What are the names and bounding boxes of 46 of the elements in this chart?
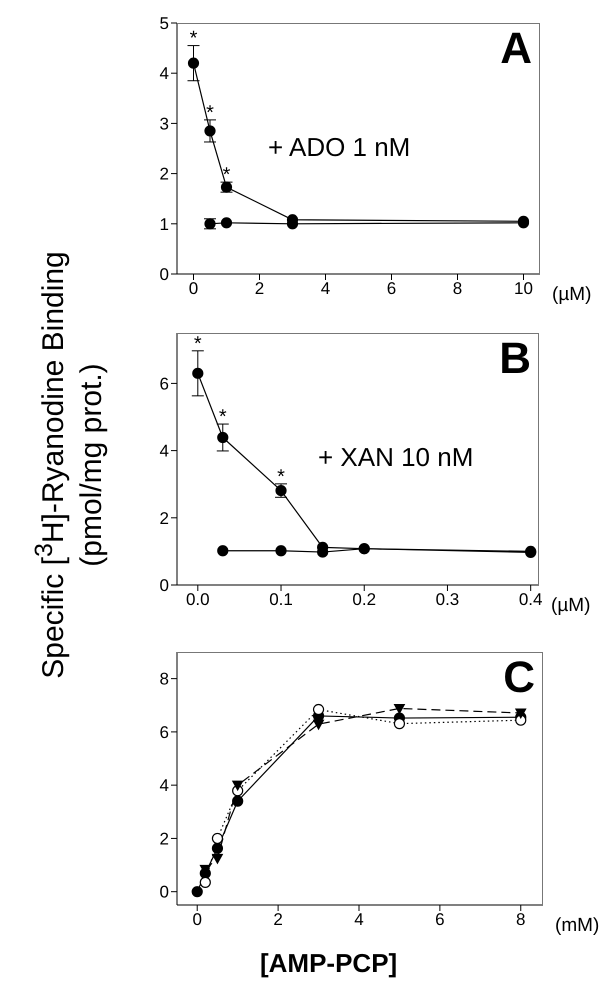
y-tick-label: 4	[160, 64, 169, 84]
annotation: *	[206, 102, 214, 124]
x-axis-title: (mM)	[555, 915, 600, 937]
chart-title: A	[500, 24, 532, 73]
x-tick-label: 0.2	[352, 590, 376, 610]
y-tick-label: 6	[160, 374, 169, 394]
y-tick-label: 5	[160, 14, 169, 34]
x-tick-label: 8	[516, 910, 526, 930]
y-tick-label: 4	[160, 442, 169, 461]
y-tick-label: 3	[160, 114, 169, 134]
chart-title: C	[503, 653, 535, 702]
x-tick-label: 2	[254, 279, 264, 298]
x-tick-label: 0.4	[518, 590, 542, 610]
y-tick-label: 0	[160, 265, 169, 284]
x-tick-label: 2	[273, 910, 283, 930]
x-tick-label: 6	[386, 279, 396, 298]
annotation: *	[277, 466, 286, 488]
x-axis-title: (µM)	[551, 595, 590, 617]
y-tick-label: 4	[160, 776, 169, 796]
y-tick-label: 2	[160, 164, 169, 184]
x-tick-label: 4	[354, 910, 364, 930]
chart-title: B	[499, 334, 531, 383]
x-tick-label: 8	[452, 279, 462, 298]
annotation: *	[222, 164, 231, 186]
y-tick-label: 0	[160, 576, 169, 596]
x-tick-label: 0.3	[436, 590, 460, 610]
annotation: + XAN 10 nM	[318, 442, 474, 473]
y-tick-label: 0	[160, 882, 169, 902]
y-tick-label: 2	[160, 829, 169, 848]
annotation: *	[190, 28, 198, 50]
x-tick-label: 6	[435, 910, 445, 930]
x-tick-label: 0.1	[269, 590, 293, 610]
x-tick-label: 10	[514, 279, 533, 298]
x-tick-label: 0	[192, 910, 202, 930]
x-tick-label: 0	[188, 279, 198, 298]
annotation: *	[194, 332, 202, 355]
annotation: + ADO 1 nM	[268, 132, 410, 163]
y-tick-label: 6	[160, 722, 169, 742]
x-tick-label: 4	[320, 279, 330, 298]
x-axis-title: (µM)	[552, 284, 592, 306]
x-tick-label: 0.0	[186, 590, 210, 610]
text: [AMP-PCP]	[260, 948, 398, 979]
annotation: *	[218, 406, 227, 428]
y-tick-label: 8	[160, 670, 169, 689]
y-tick-label: 2	[160, 508, 169, 528]
y-tick-label: 1	[160, 214, 169, 234]
